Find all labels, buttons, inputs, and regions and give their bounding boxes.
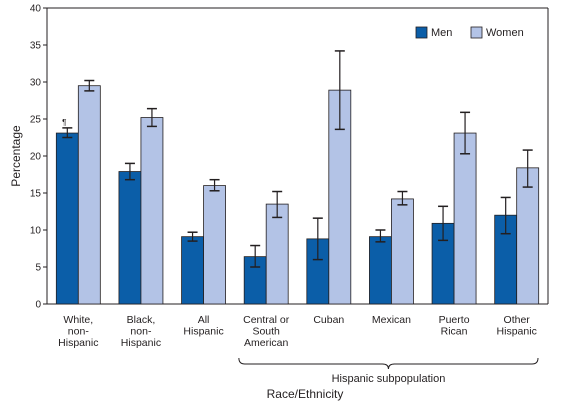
bar-men: [369, 236, 392, 305]
category-label: Puerto: [439, 314, 470, 326]
bar-women: [516, 167, 540, 305]
category-label: non-: [130, 326, 152, 338]
category-label: Hispanic: [121, 337, 161, 349]
bracket-line: [238, 357, 539, 370]
bar-men: [55, 132, 79, 305]
bar-men: [181, 236, 204, 305]
category-label: White,: [63, 314, 93, 326]
legend-swatch-men: [415, 26, 428, 39]
bar-women: [140, 117, 164, 305]
footnote-mark: ¶: [62, 118, 66, 127]
error-bars: [62, 50, 533, 268]
category-label: Black,: [127, 314, 156, 326]
category-label: Hispanic: [497, 326, 537, 338]
legend-label-men: Men: [431, 27, 452, 39]
y-tick-label: 15: [30, 189, 42, 200]
category-label: non-: [68, 326, 90, 338]
y-tick-label: 30: [30, 78, 42, 89]
y-tick-label: 0: [35, 300, 41, 311]
y-axis-title: Percentage: [9, 125, 23, 187]
y-tick-label: 25: [30, 115, 42, 126]
y-tick-label: 40: [30, 4, 42, 15]
bars: [55, 85, 540, 305]
bracket-label: Hispanic subpopulation: [332, 373, 446, 385]
x-axis-title: Race/Ethnicity: [267, 387, 344, 401]
hispanic-subpopulation-bracket: Hispanic subpopulation: [238, 357, 539, 385]
y-tick-label: 10: [30, 226, 42, 237]
category-label: Other: [504, 314, 531, 326]
y-tick-label: 5: [35, 263, 41, 274]
bar-women: [77, 85, 101, 305]
category-label: American: [244, 337, 289, 349]
y-tick-label: 20: [30, 152, 42, 163]
bar-women: [453, 132, 477, 305]
category-label: All: [198, 314, 210, 326]
legend-label-women: Women: [486, 27, 524, 39]
legend-swatch-women: [470, 26, 483, 39]
category-label: South: [252, 326, 280, 338]
category-label: Hispanic: [183, 326, 223, 338]
y-tick-label: 35: [30, 41, 42, 52]
bar-women: [265, 203, 289, 305]
category-label: Cuban: [313, 314, 344, 326]
bar-women: [203, 185, 226, 305]
bar-men: [118, 171, 142, 305]
bar-women: [391, 198, 414, 305]
category-labels: White,non-HispanicBlack,non-HispanicAllH…: [58, 118, 537, 349]
legend: Men Women: [415, 26, 524, 39]
category-label: Rican: [441, 326, 468, 338]
category-label: Hispanic: [58, 337, 98, 349]
category-label: Central or: [243, 314, 290, 326]
category-label: Mexican: [372, 314, 411, 326]
